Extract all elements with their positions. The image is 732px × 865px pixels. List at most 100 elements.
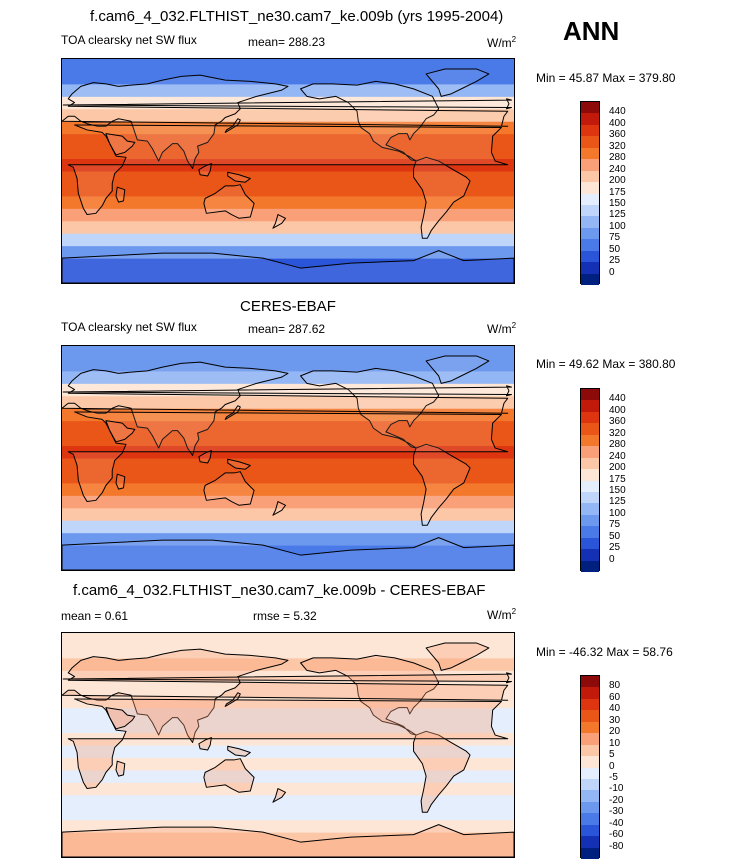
colorbar-label: 100 bbox=[609, 220, 626, 232]
colorbar-label: 25 bbox=[609, 255, 621, 267]
panel-2-mean: mean= 287.62 bbox=[248, 322, 326, 336]
colorbar-label: 175 bbox=[609, 473, 626, 485]
coastline bbox=[67, 698, 509, 790]
panel-2-variable: TOA clearsky net SW flux bbox=[61, 320, 197, 334]
coastline bbox=[62, 824, 514, 857]
coastline bbox=[67, 411, 509, 503]
coastline bbox=[227, 171, 251, 183]
colorbar-segment bbox=[581, 733, 599, 745]
panel-3-rmse: rmse = 5.32 bbox=[253, 609, 317, 623]
colorbar-label: 150 bbox=[609, 197, 626, 209]
colorbar-segment bbox=[581, 250, 599, 263]
coastline bbox=[203, 184, 255, 219]
colorbar-segment bbox=[581, 124, 599, 137]
panel-2-map bbox=[61, 345, 515, 571]
latitude-band bbox=[62, 794, 514, 808]
coastline bbox=[62, 98, 512, 110]
colorbar-label: 200 bbox=[609, 175, 626, 187]
panel-3-mean: mean = 0.61 bbox=[61, 609, 129, 623]
colorbar-segment bbox=[581, 262, 599, 274]
colorbar-label: 100 bbox=[609, 507, 626, 519]
coastline bbox=[62, 361, 509, 457]
colorbar-label: 20 bbox=[609, 726, 621, 738]
colorbar-label: -40 bbox=[609, 817, 624, 829]
panel-1-map bbox=[61, 58, 515, 284]
colorbar-segment bbox=[581, 216, 599, 228]
colorbar-label: 0 bbox=[609, 553, 615, 565]
colorbar-label: 360 bbox=[609, 129, 626, 141]
colorbar-segment bbox=[581, 767, 599, 779]
coastline bbox=[198, 450, 212, 464]
latitude-band bbox=[62, 495, 514, 509]
colorbar-segment bbox=[581, 687, 599, 699]
panel-2-minmax: Min = 49.62 Max = 380.80 bbox=[536, 357, 676, 371]
latitude-band bbox=[62, 433, 514, 447]
coastline bbox=[198, 163, 212, 177]
latitude-band bbox=[62, 769, 514, 783]
colorbar-segment bbox=[581, 503, 599, 515]
colorbar-segment bbox=[581, 102, 599, 114]
colorbar-label: 125 bbox=[609, 496, 626, 508]
latitude-band bbox=[62, 545, 514, 570]
latitude-band bbox=[62, 682, 514, 696]
panel-1-minmax: Min = 45.87 Max = 379.80 bbox=[536, 71, 676, 85]
coastline bbox=[425, 642, 490, 671]
colorbar-segment bbox=[581, 136, 599, 148]
latitude-band bbox=[62, 183, 514, 197]
coastline bbox=[203, 758, 255, 793]
coastline bbox=[115, 760, 126, 777]
colorbar-segment bbox=[581, 204, 599, 217]
latitude-band bbox=[62, 220, 514, 234]
panel-1-colorbar bbox=[580, 101, 600, 285]
colorbar-segment bbox=[581, 756, 599, 768]
colorbar-segment bbox=[581, 778, 599, 791]
colorbar-segment bbox=[581, 560, 599, 572]
coastline bbox=[198, 737, 212, 751]
colorbar-segment bbox=[581, 227, 599, 240]
colorbar-segment bbox=[581, 676, 599, 688]
colorbar-segment bbox=[581, 239, 599, 251]
colorbar-segment bbox=[581, 170, 599, 183]
colorbar-segment bbox=[581, 801, 599, 814]
panel-3-colorbar bbox=[580, 675, 600, 859]
colorbar-label: 400 bbox=[609, 404, 626, 416]
colorbar-segment bbox=[581, 790, 599, 802]
colorbar-label: 320 bbox=[609, 427, 626, 439]
coastline bbox=[413, 156, 471, 239]
colorbar-label: 240 bbox=[609, 450, 626, 462]
colorbar-segment bbox=[581, 273, 599, 285]
panel-2-title: CERES-EBAF bbox=[240, 298, 336, 315]
latitude-band bbox=[62, 121, 514, 135]
coastline bbox=[227, 745, 251, 757]
colorbar-segment bbox=[581, 389, 599, 401]
colorbar-label: 320 bbox=[609, 140, 626, 152]
latitude-band bbox=[62, 370, 514, 384]
panel-1-variable: TOA clearsky net SW flux bbox=[61, 33, 197, 47]
latitude-band bbox=[62, 195, 514, 209]
latitude-band bbox=[62, 233, 514, 247]
coastline bbox=[105, 133, 136, 156]
panel-3-title: f.cam6_4_032.FLTHIST_ne30.cam7_ke.009b -… bbox=[73, 582, 486, 599]
panel-1-units: W/m2 bbox=[487, 35, 517, 50]
colorbar-segment bbox=[581, 113, 599, 125]
colorbar-label: 280 bbox=[609, 152, 626, 164]
coastline bbox=[62, 672, 512, 684]
panel-3-minmax: Min = -46.32 Max = 58.76 bbox=[536, 645, 673, 659]
colorbar-segment bbox=[581, 457, 599, 470]
coastline bbox=[272, 501, 286, 516]
colorbar-segment bbox=[581, 813, 599, 825]
colorbar-segment bbox=[581, 411, 599, 424]
coastline bbox=[62, 648, 509, 744]
colorbar-label: 360 bbox=[609, 416, 626, 428]
latitude-band bbox=[62, 720, 514, 734]
latitude-band bbox=[62, 408, 514, 422]
colorbar-segment bbox=[581, 480, 599, 492]
panel-1-title: f.cam6_4_032.FLTHIST_ne30.cam7_ke.009b (… bbox=[90, 8, 504, 25]
latitude-band bbox=[62, 782, 514, 796]
colorbar-label: 200 bbox=[609, 462, 626, 474]
coastline bbox=[425, 355, 490, 384]
coastline bbox=[272, 788, 286, 803]
latitude-band bbox=[62, 83, 514, 97]
colorbar-segment bbox=[581, 824, 599, 837]
latitude-band bbox=[62, 482, 514, 496]
